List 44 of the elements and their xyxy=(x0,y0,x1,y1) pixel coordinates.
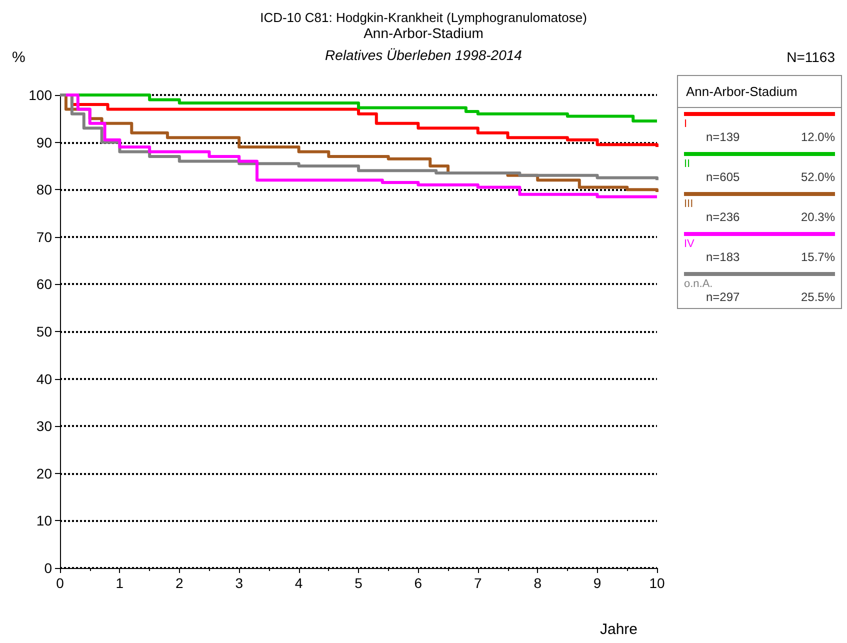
y-tick-label: 30 xyxy=(36,418,52,434)
y-tick-label: 100 xyxy=(28,87,52,103)
text: n=605 xyxy=(706,170,740,184)
x-tick-label: 7 xyxy=(474,575,482,591)
x-tick-label: 0 xyxy=(56,575,64,591)
text: 20.3% xyxy=(800,210,835,224)
y-tick-label: 90 xyxy=(36,134,52,150)
text: 25.5% xyxy=(800,290,835,304)
text: n=236 xyxy=(706,210,740,224)
x-tick-label: 4 xyxy=(294,575,303,591)
text: I xyxy=(684,118,688,130)
x-tick-label: 5 xyxy=(354,575,363,591)
y-tick-label: 70 xyxy=(36,228,52,245)
text: 12.0% xyxy=(800,130,835,144)
chart-subtitle: Ann-Arbor-Stadium xyxy=(364,25,484,41)
x-tick-label: 8 xyxy=(534,575,542,591)
y-tick-label: 50 xyxy=(36,324,52,340)
y-tick-label: 40 xyxy=(36,370,52,387)
text: n=139 xyxy=(706,130,740,144)
x-tick-label: 3 xyxy=(235,575,244,591)
text: 52.0% xyxy=(800,170,835,184)
x-axis-title: Jahre xyxy=(600,621,638,638)
y-tick-label: 80 xyxy=(36,182,52,198)
text: Relatives Überleben 1998-2014 xyxy=(325,47,522,63)
text: III xyxy=(684,198,694,210)
text: n=297 xyxy=(706,290,740,304)
y-axis-title: % xyxy=(12,49,26,66)
legend-title: Ann-Arbor-Stadium xyxy=(678,76,841,108)
text: N=1163 xyxy=(786,49,836,65)
text: n=183 xyxy=(706,250,740,264)
x-tick-label: 9 xyxy=(593,575,602,591)
text: IV xyxy=(684,238,696,250)
x-tick-label: 2 xyxy=(176,575,184,591)
text: 15.7% xyxy=(800,250,835,264)
text: II xyxy=(684,158,692,170)
text: o.n.A. xyxy=(684,278,714,290)
x-tick-label: 6 xyxy=(414,575,422,591)
y-tick-label: 20 xyxy=(36,465,52,482)
chart-title: ICD-10 C81: Hodgkin-Krankheit (Lymphogranulomatose) xyxy=(260,10,587,25)
x-tick-label: 10 xyxy=(649,575,665,591)
y-tick-label: 60 xyxy=(36,276,52,292)
y-tick-label: 10 xyxy=(36,512,52,529)
x-tick-label: 1 xyxy=(116,575,124,591)
y-tick-label: 0 xyxy=(44,560,52,576)
